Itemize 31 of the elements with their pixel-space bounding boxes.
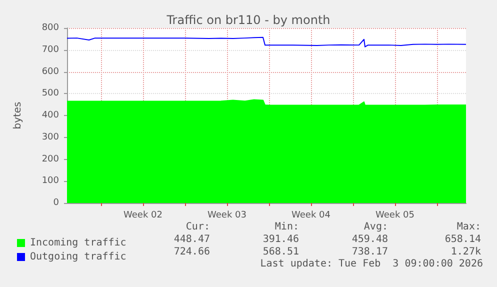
legend-label: Incoming traffic — [30, 238, 126, 248]
text: 1.27k — [450, 246, 481, 258]
line-series — [66, 36, 466, 48]
text: 724.66 — [174, 246, 210, 258]
y-tick-label: 800 — [42, 23, 60, 33]
text: Max: — [456, 222, 481, 232]
text: Avg: — [364, 222, 388, 232]
x-tick-label: Week 02 — [124, 210, 162, 220]
text: 448.47 — [174, 234, 210, 245]
text: Min: — [274, 222, 299, 232]
chart-title: Traffic on br110 - by month — [166, 13, 330, 27]
y-axis-title: bytes — [12, 102, 24, 130]
x-tick-label: Week 05 — [376, 210, 414, 220]
y-tick-label: 500 — [42, 88, 60, 99]
x-tick-label: Week 04 — [292, 210, 331, 220]
text: 658.14 — [444, 234, 481, 245]
text: Cur: — [186, 222, 210, 232]
text: 459.48 — [352, 234, 388, 245]
y-tick-label: 200 — [42, 154, 60, 164]
legend-label: Outgoing traffic — [30, 252, 126, 262]
y-tick-label: 700 — [42, 44, 60, 55]
y-tick-label: 300 — [42, 132, 60, 142]
y-tick-label: 0 — [53, 198, 60, 208]
x-tick-label: Week 03 — [208, 210, 246, 220]
y-tick-label: 100 — [42, 176, 60, 186]
text: 391.46 — [262, 234, 299, 245]
text: 568.51 — [262, 246, 299, 258]
text: 738.17 — [352, 246, 388, 258]
y-tick-label: 400 — [42, 110, 60, 120]
y-tick-label: 600 — [42, 66, 60, 77]
text: Last update: Tue Feb 3 09:00:00 2026 — [260, 258, 483, 270]
